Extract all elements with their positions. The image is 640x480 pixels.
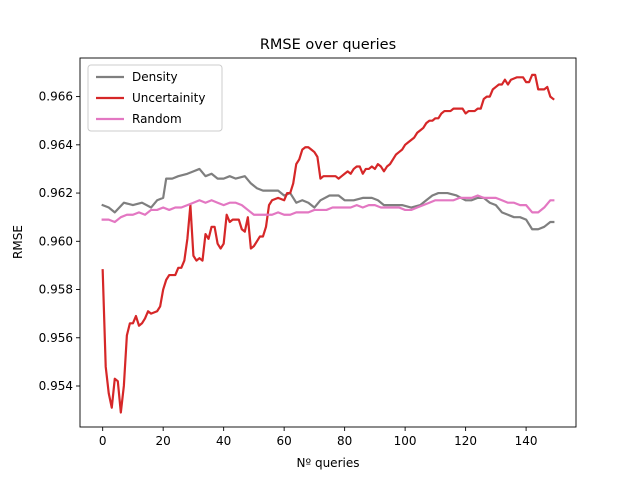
y-tick-label: 0.954 bbox=[39, 379, 73, 393]
x-tick-label: 40 bbox=[216, 434, 231, 448]
x-tick-label: 60 bbox=[277, 434, 292, 448]
legend-box bbox=[87, 64, 223, 132]
x-tick-label: 120 bbox=[454, 434, 477, 448]
series-line-uncertainity bbox=[101, 73, 555, 414]
x-tick-label: 100 bbox=[394, 434, 417, 448]
plot-frame bbox=[79, 57, 577, 428]
legend-label-uncertainity: Uncertainity bbox=[132, 91, 205, 105]
legend-label-density: Density bbox=[132, 70, 178, 84]
chart-title: RMSE over queries bbox=[260, 37, 396, 53]
x-tick-label: 0 bbox=[99, 434, 107, 448]
y-tick-label: 0.956 bbox=[39, 331, 73, 345]
plot-area: 0 20 40 60 80 100 120 140 0.954 0.956 0.958 0.960 0.… bbox=[39, 57, 577, 448]
y-tick-label: 0.958 bbox=[39, 283, 73, 297]
x-tick-label: 140 bbox=[515, 434, 538, 448]
x-tick-label: 20 bbox=[156, 434, 171, 448]
y-tick-label: 0.962 bbox=[39, 186, 73, 200]
legend-label-random: Random bbox=[132, 112, 182, 126]
series-line-random bbox=[101, 194, 555, 224]
x-axis-label: Nº queries bbox=[297, 456, 360, 470]
y-tick-label: 0.964 bbox=[39, 138, 73, 152]
y-tick-label: 0.960 bbox=[39, 234, 73, 248]
x-tick-label: 80 bbox=[337, 434, 352, 448]
y-tick-label: 0.966 bbox=[39, 90, 73, 104]
series-line-density bbox=[101, 167, 555, 231]
y-axis-label: RMSE bbox=[11, 225, 25, 259]
